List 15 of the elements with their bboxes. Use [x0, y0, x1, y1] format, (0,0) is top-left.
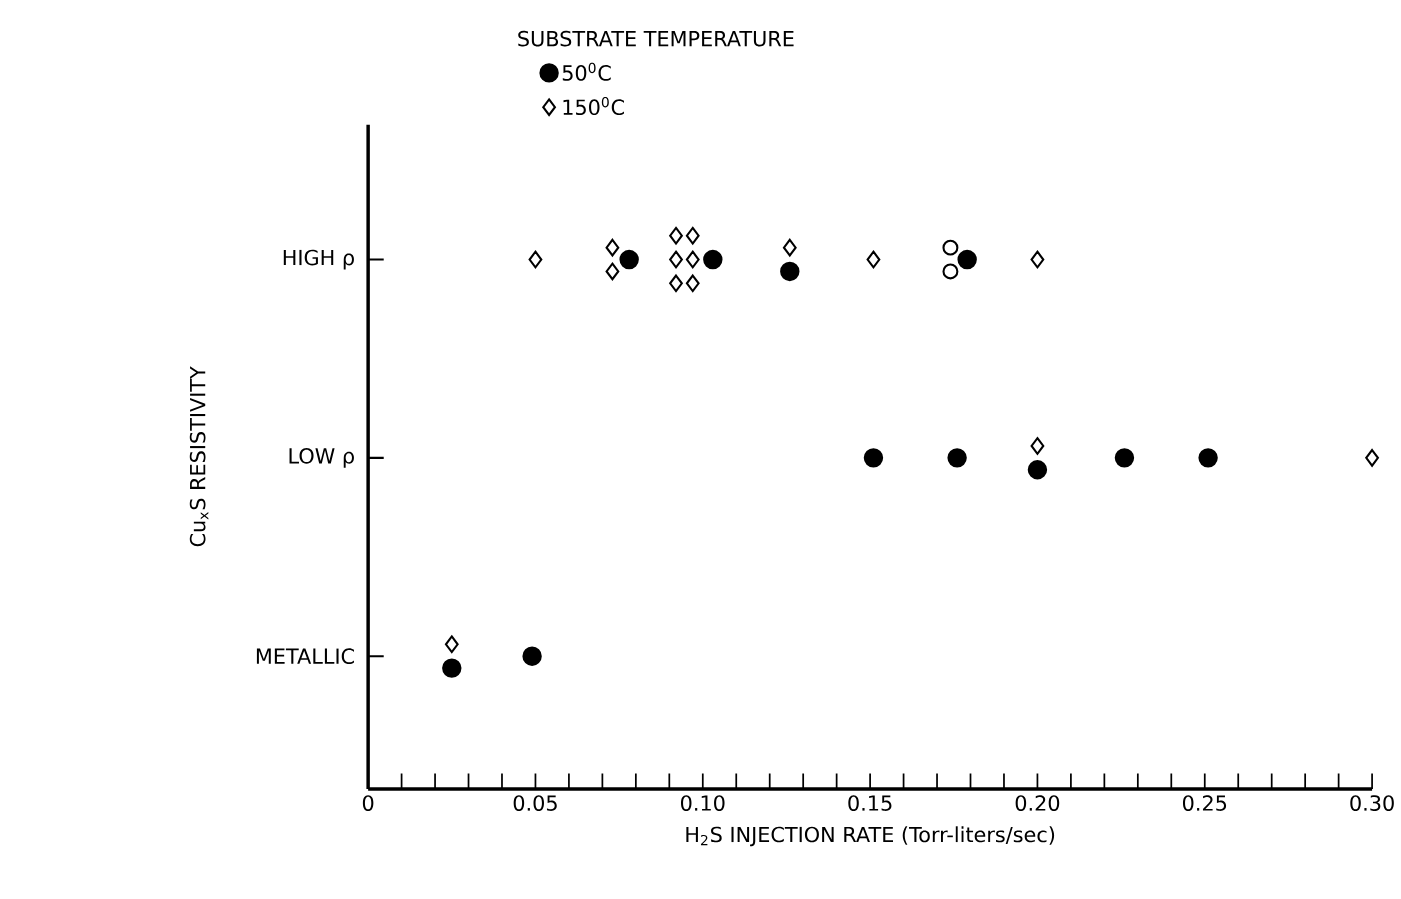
x-tick-label: 0.20	[1015, 795, 1060, 811]
legend-title: SUBSTRATE TEMPERATURE	[518, 30, 794, 47]
y-tick-label: HIGH ρ	[283, 249, 354, 270]
x-tick-label: 0	[362, 795, 374, 811]
x-tick-label: 0.15	[848, 795, 892, 811]
x-axis-title: H$_{2}$S INJECTION RATE (Torr-liters/sec)	[686, 826, 1055, 847]
y-tick-label: LOW ρ	[289, 447, 354, 468]
legend-label: 50$^{0}$C	[562, 62, 611, 81]
legend-label: 150$^{0}$C	[563, 96, 624, 116]
x-tick-label: 0.25	[1182, 795, 1227, 811]
x-tick-label: 0.30	[1350, 795, 1394, 811]
y-axis-title: Cu$_{x}$S RESISTIVITY	[189, 366, 209, 547]
y-tick-label: METALLIC	[256, 648, 354, 664]
x-tick-label: 0.10	[680, 795, 725, 811]
x-tick-label: 0.05	[513, 795, 557, 811]
